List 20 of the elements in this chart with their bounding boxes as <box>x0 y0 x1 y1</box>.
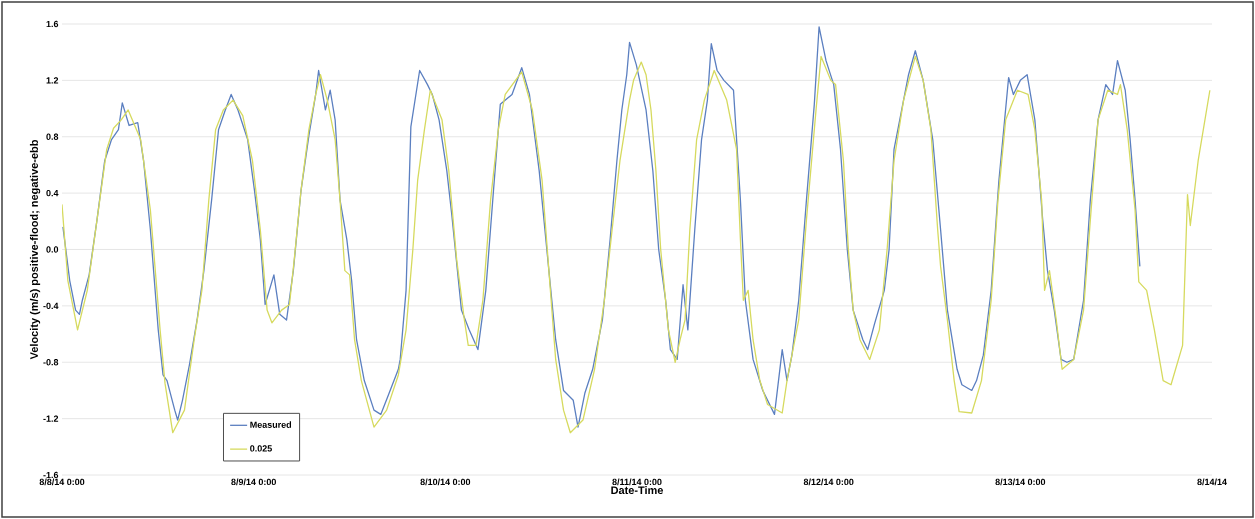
x-tick-label: 8/13/14 0:00 <box>995 478 1046 486</box>
y-tick-label: -1.2 <box>43 415 59 422</box>
legend-label: Measured <box>250 421 292 428</box>
x-tick-label: 8/10/14 0:00 <box>420 478 471 486</box>
y-tick-label: -1.6 <box>43 471 59 479</box>
x-tick-label: 8/14/14 <box>1197 478 1227 486</box>
x-tick-label: 8/8/14 0:00 <box>39 478 85 486</box>
legend-label: 0.025 <box>250 445 272 452</box>
x-tick-label: 8/9/14 0:00 <box>231 478 276 486</box>
y-tick-label: -0.4 <box>43 302 59 310</box>
x-tick-label: 8/11/14 0:00 <box>612 478 662 486</box>
x-axis-title: Date-Time <box>611 486 664 495</box>
y-tick-label: 0.0 <box>46 246 59 253</box>
y-tick-label: 1.6 <box>46 20 59 28</box>
y-axis-title: Velocity (m/s) positive-flood; negative-ebb <box>29 140 41 360</box>
y-tick-label: 1.2 <box>46 77 59 84</box>
y-tick-label: 0.4 <box>46 189 59 197</box>
x-tick-label: 8/12/14 0:00 <box>803 478 854 486</box>
y-tick-label: 0.8 <box>46 133 59 140</box>
y-tick-label: -0.8 <box>43 359 59 366</box>
